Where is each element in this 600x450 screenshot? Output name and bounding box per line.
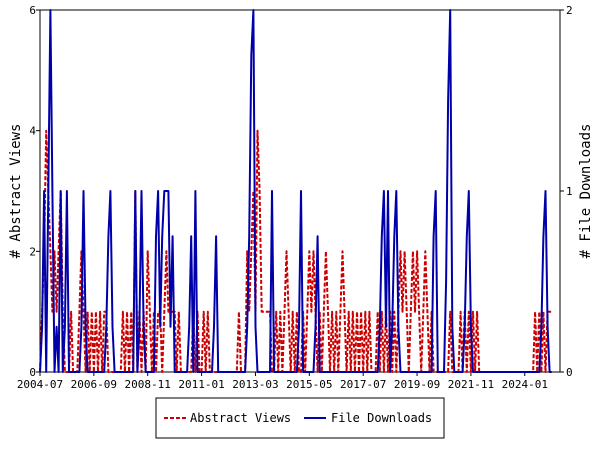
legend-box xyxy=(155,397,445,439)
y-left-tick-label: 0 xyxy=(29,366,36,379)
x-tick-label: 2024-01 xyxy=(502,378,548,391)
y-left-label: # Abstract Views xyxy=(8,124,24,259)
x-tick-label: 2019-09 xyxy=(394,378,440,391)
y-right-tick-label: 0 xyxy=(566,366,573,379)
x-tick-label: 2021-11 xyxy=(448,378,494,391)
y-right-label: # File Downloads xyxy=(578,124,594,259)
series-line-abstract-views xyxy=(39,129,552,373)
legend: Abstract Views File Downloads xyxy=(155,397,445,439)
y-left-tick-label: 4 xyxy=(29,125,36,138)
y-left-tick-label: 6 xyxy=(29,4,36,17)
x-tick-label: 2017-07 xyxy=(340,378,386,391)
legend-label-abstract-views: Abstract Views xyxy=(190,411,291,425)
x-tick-label: 2008-11 xyxy=(125,378,171,391)
y-right-tick-label: 2 xyxy=(566,4,573,17)
x-tick-label: 2013-03 xyxy=(232,378,278,391)
x-tick-label: 2011-01 xyxy=(178,378,224,391)
y-right-tick-label: 1 xyxy=(566,185,573,198)
series-line-file-downloads xyxy=(39,9,552,373)
x-tick-label: 2006-09 xyxy=(71,378,117,391)
x-tick-label: 2004-07 xyxy=(17,378,63,391)
y-left-tick-label: 2 xyxy=(29,245,36,258)
legend-label-file-downloads: File Downloads xyxy=(331,411,432,425)
axis-ticks: 2004-07 2006-09 2008-11 2011-01 2013-03 2015-… xyxy=(17,4,573,391)
x-tick-label: 2015-05 xyxy=(286,378,332,391)
series-layer xyxy=(39,9,552,373)
